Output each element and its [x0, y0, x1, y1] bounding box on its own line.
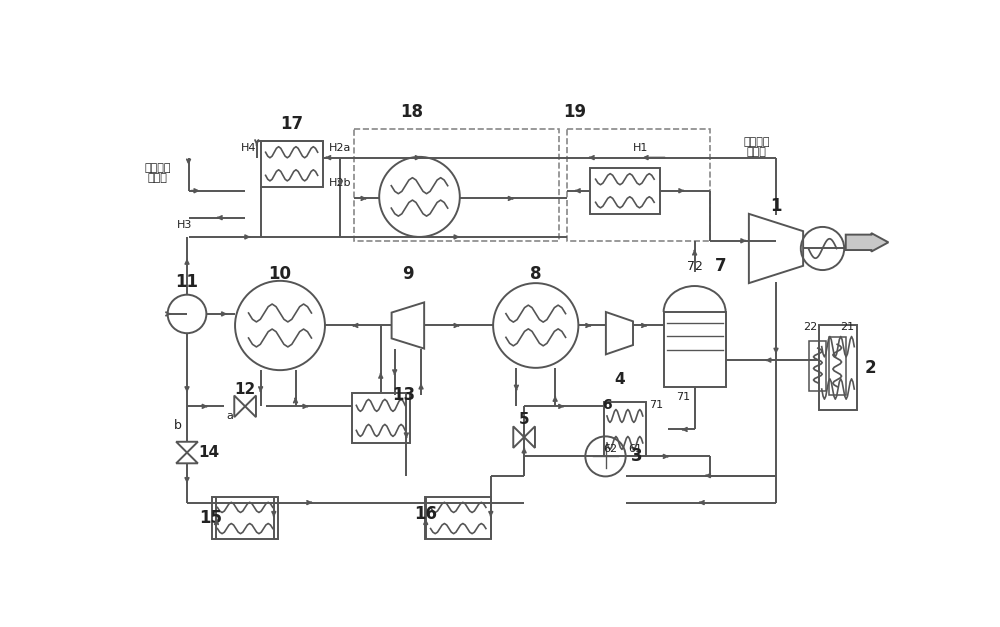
Text: 12: 12: [234, 382, 256, 397]
Text: 71: 71: [650, 400, 664, 410]
Text: 1: 1: [770, 197, 782, 215]
Text: 13: 13: [392, 386, 416, 404]
Text: H3: H3: [177, 220, 192, 230]
Text: 9: 9: [402, 265, 414, 283]
Bar: [809, 341, 826, 391]
Bar: [664, 312, 726, 387]
Text: 62: 62: [603, 444, 617, 454]
Text: H1: H1: [633, 144, 648, 154]
Text: 61: 61: [628, 444, 642, 454]
Text: 7: 7: [714, 257, 726, 275]
Text: 8: 8: [530, 265, 542, 283]
Text: 10: 10: [268, 265, 292, 283]
Text: H2a: H2a: [329, 144, 352, 154]
Text: 返回合成: 返回合成: [144, 162, 171, 172]
Text: 22: 22: [803, 322, 817, 332]
Bar: [352, 393, 410, 443]
Bar: [829, 337, 846, 395]
Text: 6: 6: [602, 398, 612, 412]
Text: 19: 19: [563, 103, 586, 121]
Text: 21: 21: [840, 322, 854, 332]
Text: 合成氨工: 合成氨工: [743, 137, 770, 147]
Polygon shape: [846, 233, 888, 251]
Bar: [261, 140, 323, 187]
Bar: [604, 403, 646, 456]
Text: a: a: [226, 411, 233, 421]
Text: 5: 5: [519, 412, 529, 427]
Text: 71: 71: [676, 392, 690, 402]
Text: 3: 3: [631, 448, 642, 465]
Text: 11: 11: [176, 273, 198, 290]
Text: 15: 15: [199, 509, 222, 527]
Text: 72: 72: [687, 260, 703, 273]
Text: 18: 18: [400, 103, 423, 121]
Text: 16: 16: [414, 505, 437, 523]
Bar: [590, 167, 660, 214]
Text: H4: H4: [241, 144, 257, 154]
Text: 氨系统: 氨系统: [148, 172, 167, 182]
Text: H2b: H2b: [329, 178, 352, 188]
Text: b: b: [174, 419, 182, 432]
Text: 业余热: 业余热: [747, 147, 767, 157]
Bar: [819, 325, 857, 410]
Text: 17: 17: [280, 115, 303, 133]
Text: 14: 14: [198, 445, 219, 460]
Bar: [425, 497, 491, 539]
Text: 2: 2: [865, 359, 876, 377]
Bar: [212, 497, 278, 539]
Text: 4: 4: [614, 372, 625, 387]
